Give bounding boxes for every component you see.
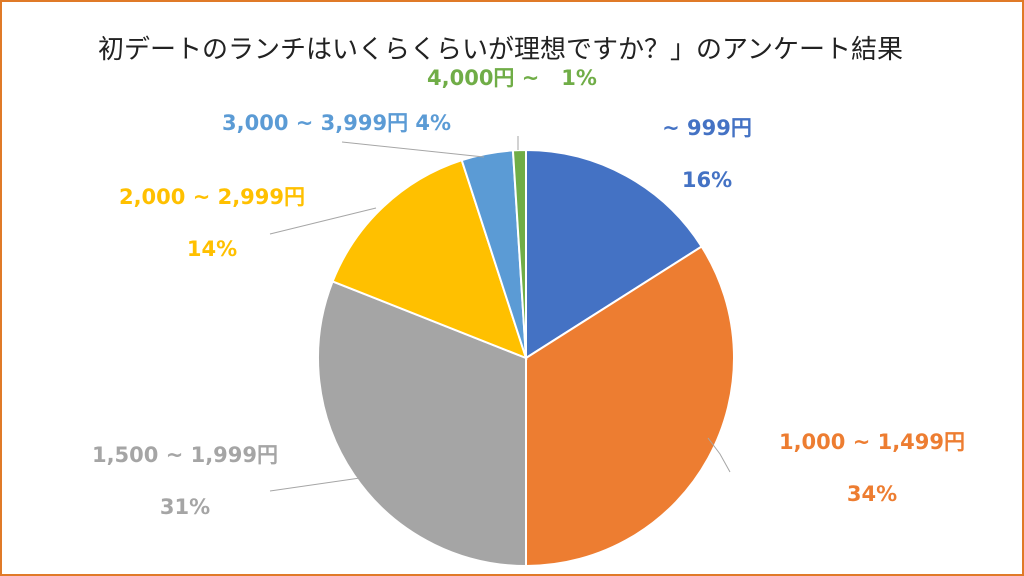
leader-line — [341, 141, 485, 158]
category-label: ~ 999円 — [662, 116, 752, 140]
value-label: 34% — [847, 482, 897, 506]
value-label: 31% — [160, 495, 210, 519]
category-label: 1,500 ~ 1,999円 — [92, 443, 278, 467]
value-label: 14% — [187, 237, 237, 261]
leader-line — [269, 477, 361, 492]
pie-slice — [525, 245, 735, 568]
value-label: 16% — [682, 168, 732, 192]
chart-title: 初デートのランチはいくらくらいが理想ですか？」のアンケート結果 — [98, 35, 903, 65]
leader-line — [707, 437, 731, 473]
category-label: 2,000 ~ 2,999円 — [119, 185, 305, 209]
pie-slice — [525, 148, 704, 360]
leader-line — [269, 207, 377, 235]
category-label: 4,000円 ~ 1% — [427, 66, 597, 90]
pie-slice — [317, 280, 527, 568]
category-label: 1,000 ~ 1,499円 — [779, 430, 965, 454]
pie-slice — [511, 148, 527, 359]
category-label: 3,000 ~ 3,999円 4% — [222, 111, 451, 135]
